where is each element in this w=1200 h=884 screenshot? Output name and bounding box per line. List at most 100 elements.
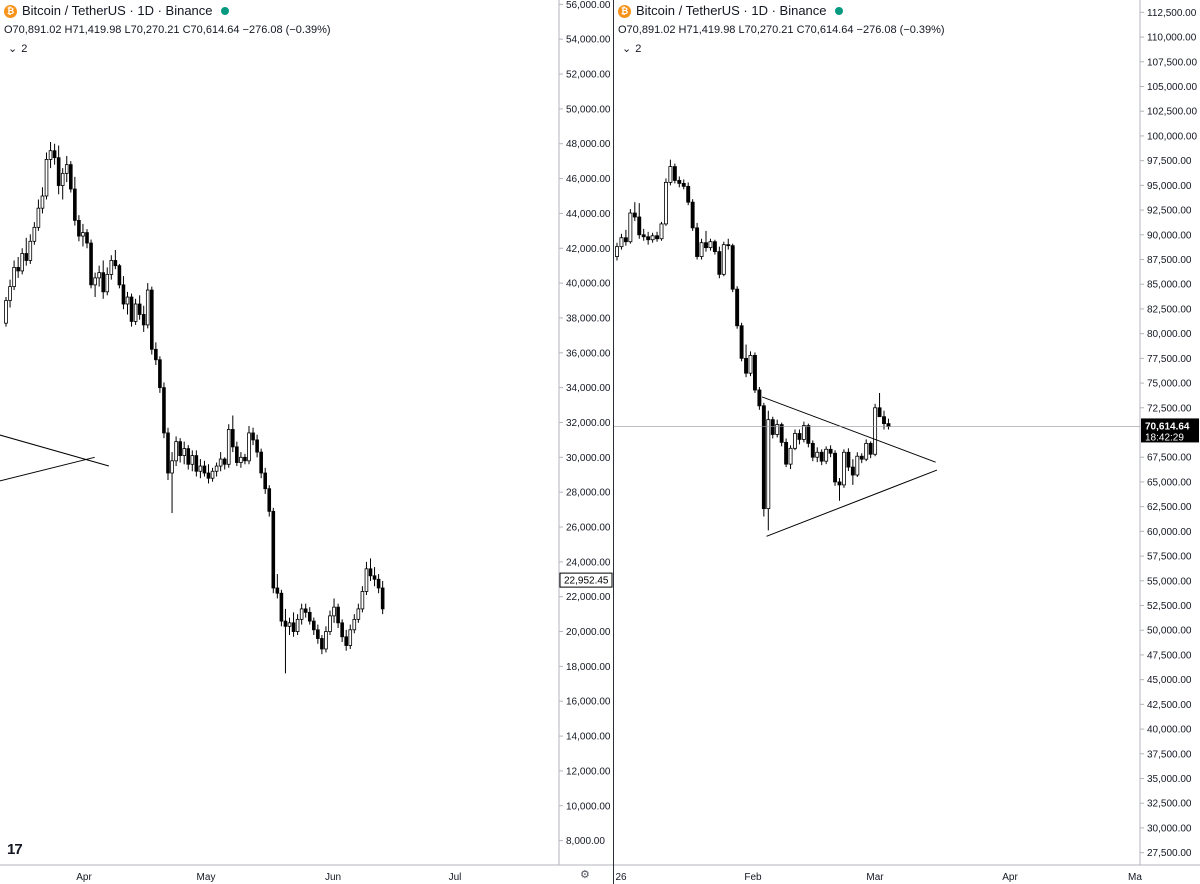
y-tick-label: 26,000.00 [566,523,611,534]
candle-body [664,181,668,225]
candle [101,260,106,299]
candle [303,603,308,618]
candle [886,418,891,430]
x-tick-label: Feb [744,872,762,883]
candle [64,155,69,183]
candle [376,574,381,594]
candle [105,267,110,296]
candle [158,356,162,393]
x-tick-label: May [197,872,216,883]
candle-body [364,568,369,592]
candle [704,230,708,252]
candle-body [145,289,150,326]
y-tick-label: 22,000.00 [566,592,611,603]
candle-body [137,303,142,315]
candle [712,239,717,255]
indicators-toggle[interactable]: ⌄ 2 [618,41,945,57]
candle-body [855,455,860,476]
candle-body [864,442,869,460]
y-tick-label: 92,500.00 [1147,206,1192,217]
candle-body [73,188,77,221]
candle-body [235,446,239,463]
symbol-title[interactable]: Bitcoin / TetherUS · 1D · Binance [22,3,213,18]
chart-pane-right[interactable]: ₿ Bitcoin / TetherUS · 1D · Binance O70,… [614,0,1200,884]
candle-body [210,470,215,479]
candle [819,449,824,466]
candlestick-chart[interactable]: 56,000.00 54,000.00 52,000.00 50,000.00 48,0… [0,0,614,884]
candle [356,603,361,623]
market-open-status-icon [220,7,229,15]
candle [8,279,12,308]
candle [672,163,677,184]
tradingview-logo[interactable]: 17 [7,841,23,858]
candle-body [89,242,93,286]
y-tick-label: 10,000.00 [566,801,611,812]
candle-body [775,424,780,435]
candlestick-chart[interactable]: 112,500.00 110,000.00 107,500.00 105,000.00… [614,0,1200,884]
candle-body [815,451,820,458]
candle [788,445,793,470]
y-tick-label: 102,500.00 [1147,107,1197,118]
candle [717,246,722,279]
candle-body [356,608,361,620]
last-price-label: 22,952.45 [564,576,609,587]
y-tick-label: 8,000.00 [566,836,605,847]
candle [93,272,97,298]
candle [340,619,344,642]
candle [170,452,174,514]
y-tick-label: 80,000.00 [1147,329,1192,340]
candle-body [632,212,637,218]
symbol-title[interactable]: Bitcoin / TetherUS · 1D · Binance [636,3,827,18]
y-tick-label: 54,000.00 [566,35,611,46]
candle [222,457,227,470]
x-tick-label: Mar [866,872,884,883]
candle-body [372,575,377,580]
candle-body [166,432,170,474]
symbol-header: ₿ Bitcoin / TetherUS · 1D · Binance O70,… [618,3,945,57]
candle-body [344,636,348,646]
candle [752,352,757,393]
candle [739,322,744,362]
candle-body [332,606,336,617]
indicators-toggle[interactable]: ⌄ 2 [4,41,331,57]
candle-body [801,425,806,440]
chart-pane-left[interactable]: ₿ Bitcoin / TetherUS · 1D · Binance O70,… [0,0,614,884]
candle-body [376,578,381,589]
y-tick-label: 37,500.00 [1147,749,1192,760]
candle [121,276,126,310]
candle [182,441,187,465]
candle [311,617,316,636]
candle [299,603,304,625]
candle-body [748,354,753,374]
candle [149,286,154,355]
candle [686,182,691,206]
bitcoin-icon: ₿ [4,4,17,18]
trendline [0,434,110,467]
candle-body [303,608,308,613]
candle [352,614,357,634]
y-tick-label: 82,500.00 [1147,304,1192,315]
candle [28,234,33,264]
candle [664,178,668,226]
candle-body [340,622,344,638]
y-tick-label: 56,000.00 [566,0,611,11]
candle [60,168,65,200]
candle-body [186,448,191,465]
candle [748,351,753,377]
candle-body [859,455,864,460]
candle-body [255,439,259,453]
candle [295,614,300,636]
indicator-count: 2 [21,43,28,55]
candle-body [819,451,824,462]
candle-body [824,448,829,462]
y-tick-label: 42,500.00 [1147,700,1192,711]
candle-body [873,407,878,455]
y-tick-label: 27,500.00 [1147,848,1192,859]
candle [279,589,284,627]
candle-body [279,592,284,622]
candle [16,256,20,278]
candle-body [328,615,332,632]
candle-body [686,185,691,203]
candle [797,429,802,445]
settings-icon[interactable]: ⚙ [580,869,590,881]
